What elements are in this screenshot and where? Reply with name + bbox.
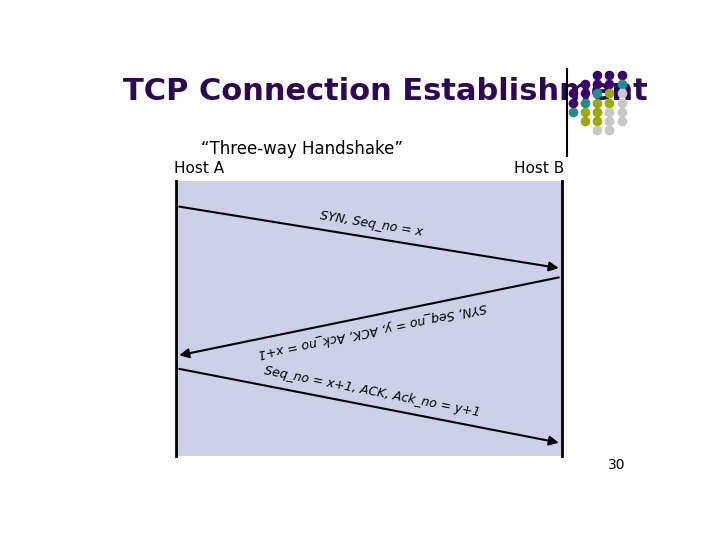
Text: Seq_no = x+1, ACK, Ack_no = y+1: Seq_no = x+1, ACK, Ack_no = y+1 <box>263 364 481 420</box>
Point <box>591 126 603 134</box>
Point <box>579 107 590 116</box>
Text: Host B: Host B <box>514 161 564 176</box>
Point <box>567 107 578 116</box>
Point <box>616 107 628 116</box>
Point <box>591 89 603 98</box>
Point <box>604 89 616 98</box>
Point <box>604 117 616 125</box>
Text: “Three-way Handshake”: “Three-way Handshake” <box>201 140 403 158</box>
Point <box>591 107 603 116</box>
Point <box>604 71 616 79</box>
Point <box>591 117 603 125</box>
Text: TCP Connection Establishment: TCP Connection Establishment <box>124 77 648 106</box>
Point <box>579 89 590 98</box>
Text: SYN, Seq_no = x: SYN, Seq_no = x <box>319 209 423 238</box>
Point <box>567 89 578 98</box>
Point <box>616 89 628 98</box>
Point <box>591 80 603 89</box>
Point <box>579 80 590 89</box>
Point <box>604 126 616 134</box>
Point <box>616 98 628 107</box>
Point <box>579 98 590 107</box>
Text: 30: 30 <box>608 458 626 472</box>
Point <box>616 117 628 125</box>
Point <box>604 98 616 107</box>
Text: SYN, Seq_no = y, ACK, Ack_no = x+1: SYN, Seq_no = y, ACK, Ack_no = x+1 <box>256 300 487 360</box>
Point <box>579 117 590 125</box>
Point <box>616 80 628 89</box>
Point <box>591 71 603 79</box>
Text: Host A: Host A <box>174 161 224 176</box>
Point <box>604 107 616 116</box>
Point <box>567 98 578 107</box>
Point <box>616 71 628 79</box>
Bar <box>176 181 562 456</box>
Point <box>604 80 616 89</box>
Point <box>591 98 603 107</box>
